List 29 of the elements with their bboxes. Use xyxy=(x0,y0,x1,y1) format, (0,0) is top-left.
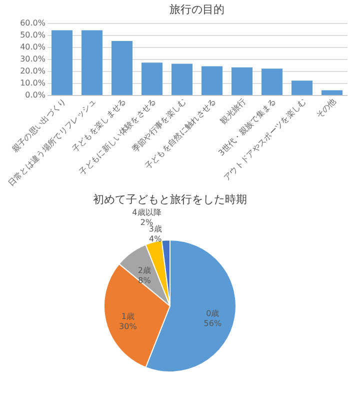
y-tick-label: 50.0% xyxy=(20,30,46,40)
bar xyxy=(202,66,222,95)
y-tick-label: 60.0% xyxy=(20,18,46,28)
slice-label: 0歳 xyxy=(206,309,220,318)
y-tick-label: 20.0% xyxy=(20,66,46,76)
chart-title: 旅行の目的 xyxy=(170,3,224,16)
data-label: 56% xyxy=(204,319,222,328)
bar xyxy=(52,30,72,95)
data-label: 30% xyxy=(119,322,138,331)
y-tick-label: 30.0% xyxy=(20,54,46,64)
slice-label: 2歳 xyxy=(138,266,152,275)
bar xyxy=(322,90,342,95)
slice-label: 1歳 xyxy=(121,312,134,321)
bar xyxy=(292,80,312,95)
y-tick-label: 40.0% xyxy=(20,42,46,52)
bar xyxy=(112,41,132,95)
bar xyxy=(172,64,192,95)
data-label: 4% xyxy=(149,234,162,244)
bar xyxy=(142,62,162,95)
chart-title: 初めて子どもと旅行をした時期 xyxy=(93,193,247,206)
y-tick-label: 10.0% xyxy=(20,78,46,88)
bar xyxy=(82,30,102,95)
bar xyxy=(262,68,282,95)
bar xyxy=(232,67,252,95)
slice-label: 3歳 xyxy=(148,224,162,234)
slice-label: 4歳以降 xyxy=(132,208,162,218)
data-label: 8% xyxy=(138,276,152,285)
x-tick-label: その他 xyxy=(314,96,338,120)
y-tick-label: 0.0% xyxy=(25,90,46,100)
